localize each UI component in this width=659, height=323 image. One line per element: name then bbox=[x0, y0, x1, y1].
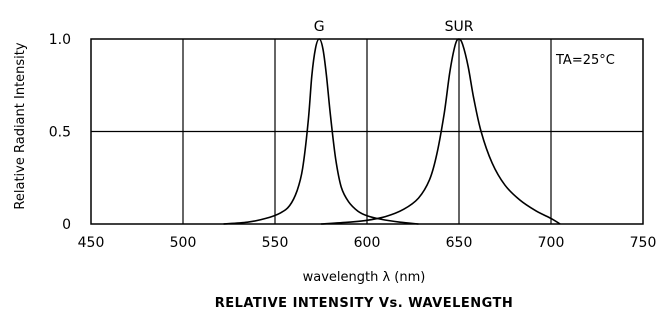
temperature-annotation: TA=25°C bbox=[555, 53, 615, 68]
x-tick-label: 550 bbox=[262, 235, 289, 251]
x-tick-label: 650 bbox=[446, 235, 473, 251]
series-line-g bbox=[223, 38, 419, 225]
x-axis-title: wavelength λ (nm) bbox=[303, 270, 426, 285]
x-tick-label: 500 bbox=[170, 235, 197, 251]
chart-title: RELATIVE INTENSITY Vs. WAVELENGTH bbox=[215, 296, 514, 311]
grid bbox=[91, 39, 643, 224]
plot-frame bbox=[90, 38, 644, 225]
x-tick-label: 450 bbox=[78, 235, 105, 251]
series-line-sur bbox=[320, 38, 561, 225]
x-tick-label: 750 bbox=[630, 235, 657, 251]
series-label-sur: SUR bbox=[445, 19, 474, 35]
x-tick-labels: 450 500 550 600 650 700 750 bbox=[78, 235, 657, 251]
series-layer bbox=[223, 38, 561, 225]
x-tick-label: 600 bbox=[354, 235, 381, 251]
y-tick-label: 0 bbox=[62, 217, 71, 233]
y-axis-title: Relative Radiant Intensity bbox=[13, 42, 28, 209]
x-tick-label: 700 bbox=[538, 235, 565, 251]
y-tick-labels: 0 0.5 1.0 bbox=[49, 32, 71, 233]
y-tick-label: 0.5 bbox=[49, 125, 71, 141]
series-labels: G SUR bbox=[314, 19, 474, 35]
y-tick-label: 1.0 bbox=[49, 32, 71, 48]
series-label-g: G bbox=[314, 19, 325, 35]
